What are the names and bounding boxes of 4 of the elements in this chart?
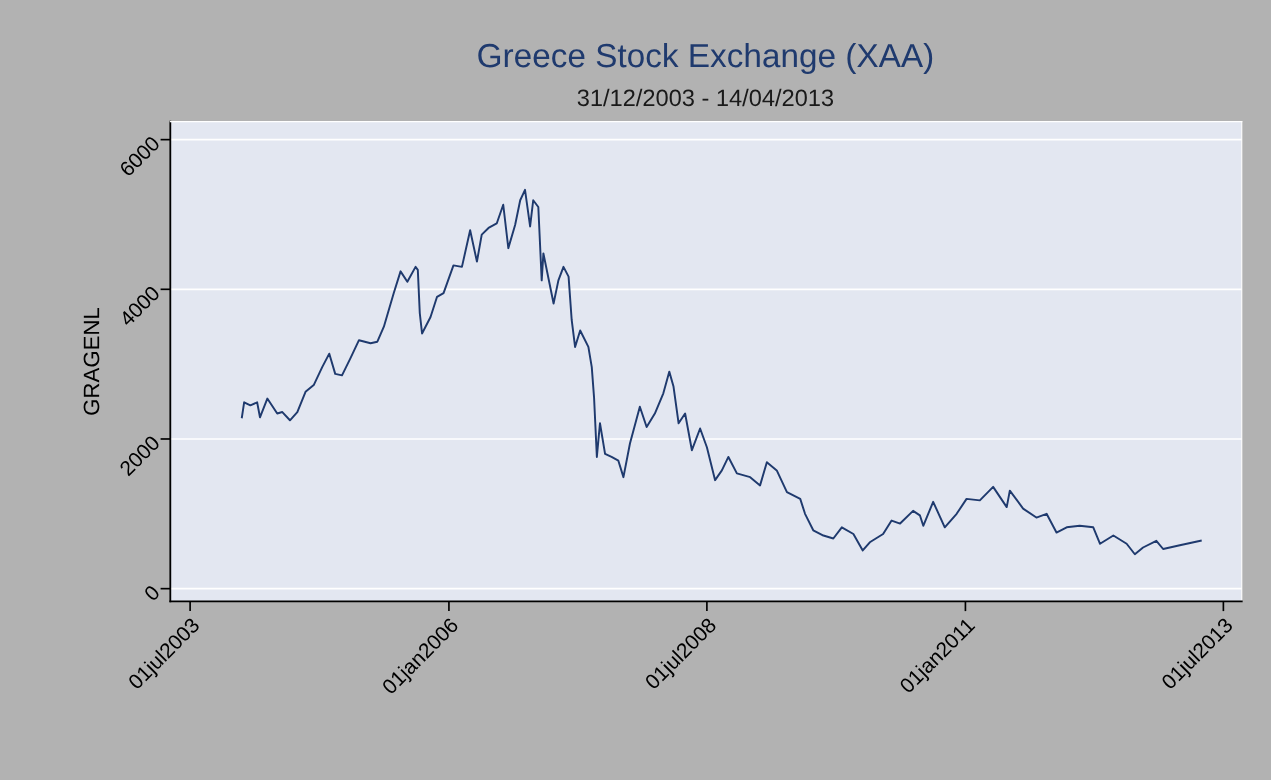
y-tick-label: 0	[143, 584, 161, 602]
chart-subtitle: 31/12/2003 - 14/04/2013	[577, 88, 834, 107]
chart-title: Greece Stock Exchange (XAA)	[478, 42, 933, 75]
y-axis-title: GRAGENL	[83, 307, 100, 415]
